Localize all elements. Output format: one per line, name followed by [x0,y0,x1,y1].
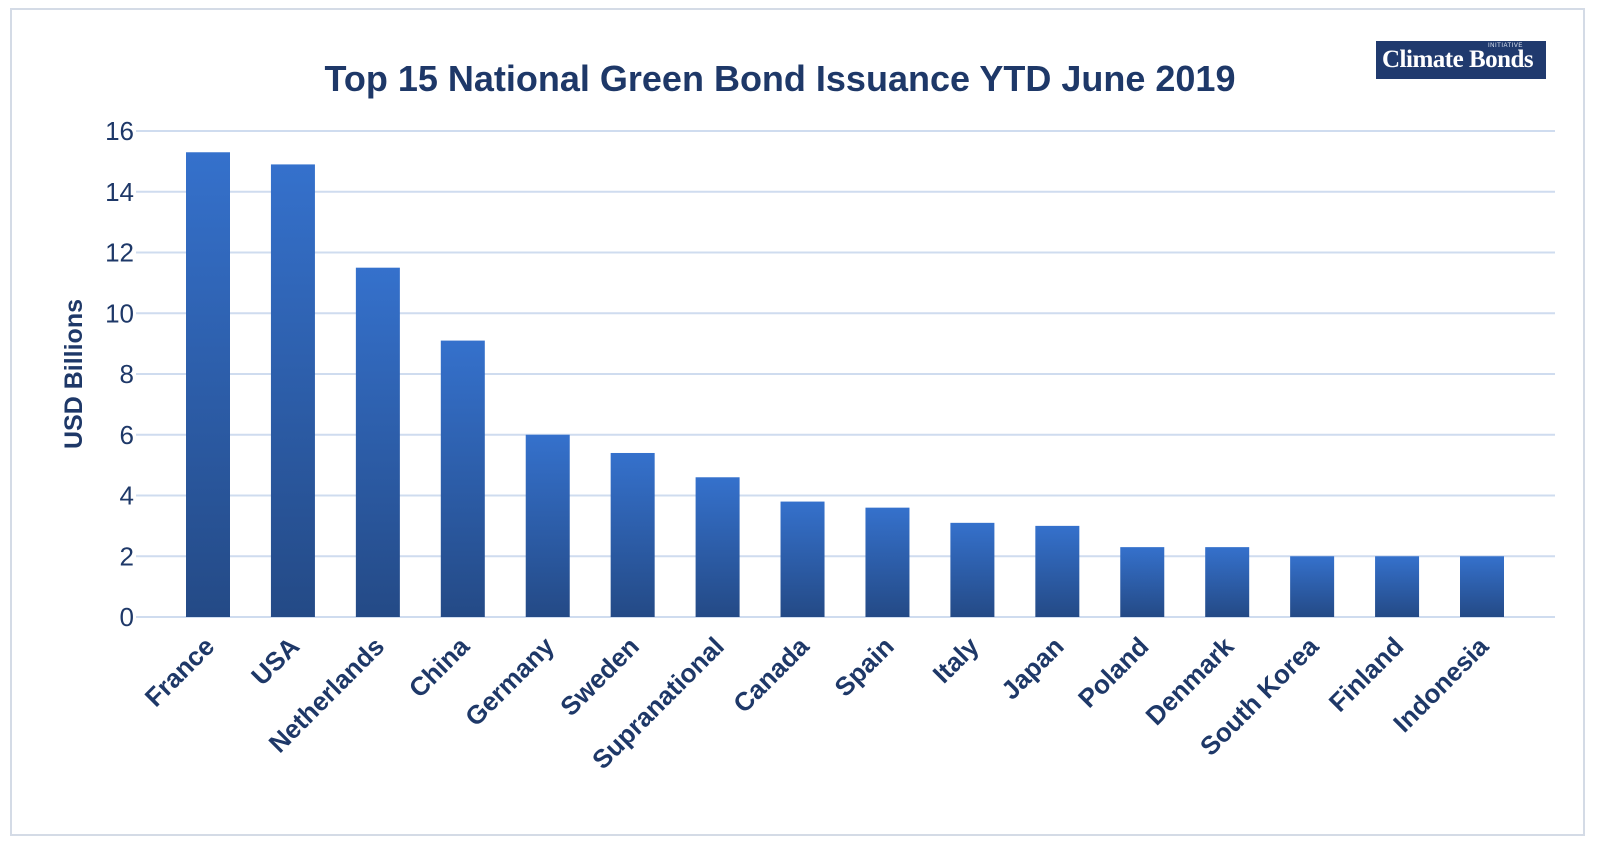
x-category-label: Spain [828,631,899,702]
bar-japan [1035,525,1080,617]
y-tick-label: 12 [105,238,134,268]
y-tick-label: 10 [105,298,134,328]
bar-indonesia [1460,556,1504,617]
bar-supranational [695,477,740,617]
x-category-label: Japan [995,631,1069,705]
bar-finland [1375,556,1420,617]
logo-text: Climate Bonds [1382,46,1534,73]
y-tick-label: 4 [120,481,134,511]
bar-canada [780,501,825,617]
x-category-label: Germany [459,631,560,732]
x-category-label: China [403,631,476,704]
bar-sweden [610,452,655,617]
bar-poland [1120,547,1165,617]
y-tick-label: 2 [120,541,134,571]
chart-title: Top 15 National Green Bond Issuance YTD … [324,58,1236,99]
y-tick-label: 16 [105,116,134,146]
x-category-label: Poland [1072,631,1154,713]
bar-germany [525,434,570,617]
x-category-label: Italy [927,631,985,689]
y-tick-label: 8 [120,359,134,389]
bar-denmark [1205,547,1250,617]
x-category-label: USA [245,631,305,691]
y-tick-label: 0 [120,602,134,632]
gridlines [136,130,1555,618]
logo-initiative-text: INITIATIVE [1488,43,1523,49]
bar-france [186,152,230,617]
climate-bonds-logo: Climate Bonds INITIATIVE [1376,41,1546,79]
x-category-label: Canada [727,631,815,719]
bar-south-korea [1290,556,1335,617]
y-axis-label: USD Billions [60,299,88,449]
x-category-label: France [139,631,221,713]
bar-usa [270,164,315,617]
x-category-label: Finland [1323,631,1410,718]
y-tick-label: 14 [105,177,134,207]
bar-italy [950,522,995,617]
y-tick-label: 6 [120,420,134,450]
bar-spain [865,507,910,617]
bar-china [440,340,485,617]
bars [186,152,1504,617]
bar-netherlands [355,267,400,617]
y-axis-ticks: 0 2 4 6 8 10 12 14 16 [105,116,134,632]
